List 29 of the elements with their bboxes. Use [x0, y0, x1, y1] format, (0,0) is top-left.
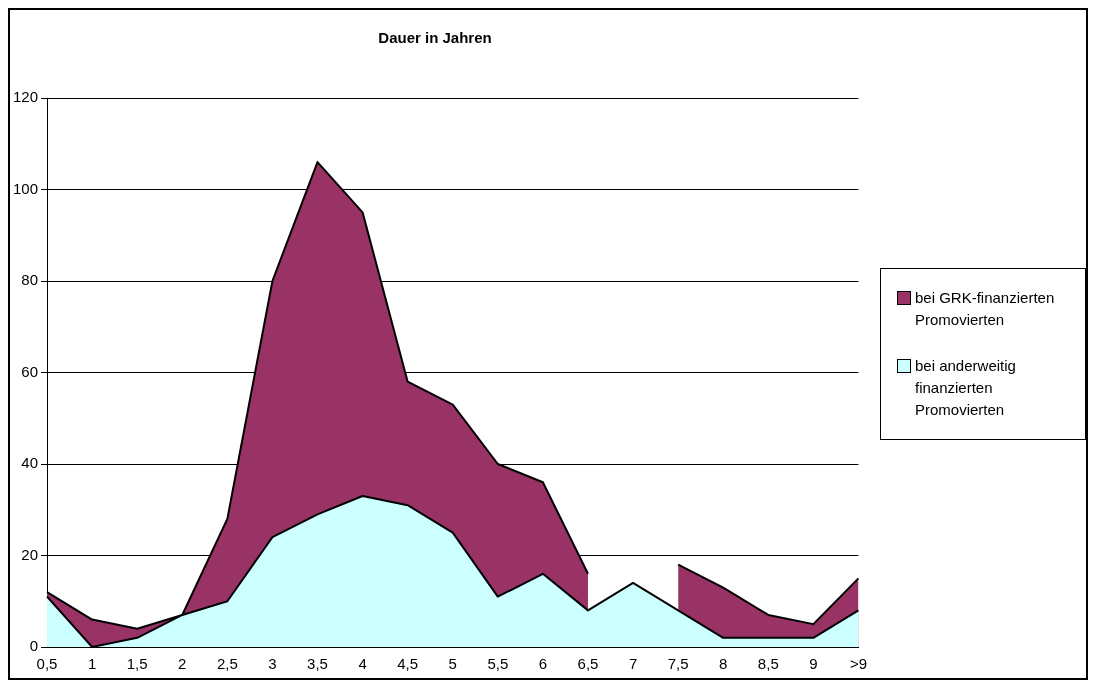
x-tick-label: 5,5	[487, 654, 509, 672]
x-tick-label: 2	[178, 654, 187, 672]
x-tick-label: 8,5	[757, 654, 779, 672]
x-tick-label: 4,5	[397, 654, 419, 672]
legend-label: bei GRK-finanzierten Promovierten	[915, 288, 1056, 330]
y-tick-label: 80	[21, 270, 39, 288]
x-tick-label: 1	[87, 654, 97, 672]
x-tick-label: 8	[719, 654, 728, 672]
x-tick-label: 1,5	[126, 654, 148, 672]
y-tick-label: 0	[29, 636, 39, 654]
x-tick-label: 3,5	[307, 654, 328, 672]
chart-title: Dauer in Jahren	[378, 28, 492, 46]
x-tick-label: 4	[358, 654, 367, 672]
x-tick-label: 7,5	[667, 654, 689, 672]
legend-label: bei anderweitig finanzierten Promovierten	[915, 356, 1017, 420]
x-tick-label: 0,5	[36, 654, 58, 672]
x-tick-label: 7	[628, 654, 638, 672]
x-tick-label: 5	[448, 654, 457, 672]
x-tick-label: 6	[538, 654, 548, 672]
y-tick-label: 40	[21, 453, 39, 471]
x-tick-label: >9	[849, 654, 867, 672]
y-tick-label: 100	[13, 179, 39, 197]
y-tick-label: 60	[21, 362, 39, 380]
x-tick-label: 6,5	[577, 654, 599, 672]
x-tick-label: 9	[809, 654, 818, 672]
y-tick-label: 120	[13, 87, 39, 105]
x-tick-label: 2,5	[216, 654, 238, 672]
y-tick-label: 20	[21, 545, 39, 563]
x-tick-label: 3	[268, 654, 277, 672]
